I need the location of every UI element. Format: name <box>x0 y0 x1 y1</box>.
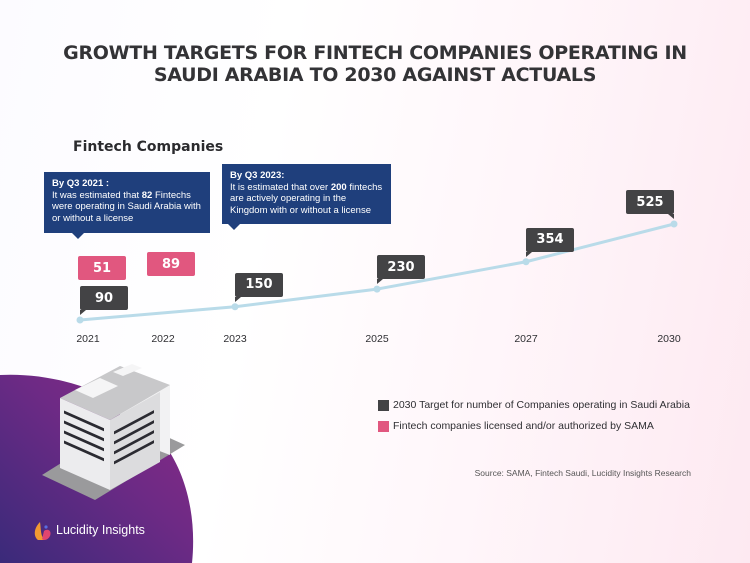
legend-label: Fintech companies licensed and/or author… <box>393 420 654 432</box>
licensed-label-2022: 89 <box>147 252 195 276</box>
label-pointer <box>80 310 86 315</box>
chart-title: GROWTH TARGETS FOR FINTECH COMPANIES OPE… <box>0 42 750 86</box>
x-tick-2027: 2027 <box>514 333 538 345</box>
callout-heading: By Q3 2021 : <box>52 178 110 189</box>
data-point-2027 <box>522 258 530 266</box>
x-tick-2025: 2025 <box>365 333 389 345</box>
x-tick-2023: 2023 <box>223 333 247 345</box>
callout-2021: By Q3 2021 : It was estimated that 82 Fi… <box>44 172 210 239</box>
callout-pointer <box>72 233 84 239</box>
label-pointer <box>377 279 383 285</box>
licensed-label-2021: 51 <box>78 256 126 280</box>
callout-text: It was estimated that 82 Fintechs were o… <box>52 190 202 225</box>
data-point-2023 <box>231 303 239 311</box>
target-label-2030: 525 <box>626 190 674 219</box>
callout-highlight: 82 <box>141 189 153 201</box>
legend-swatch-dark <box>378 399 389 411</box>
target-label-2027: 354 <box>526 227 574 257</box>
callout-text: It is estimated that over 200 fintechs a… <box>230 182 383 217</box>
callout-highlight: 200 <box>330 181 347 193</box>
x-tick-2022: 2022 <box>151 333 175 345</box>
target-label-2021: 90 <box>80 286 128 315</box>
building-illustration <box>42 364 185 500</box>
brand: Lucidity Insights <box>56 523 145 537</box>
legend-label: 2030 Target for number of Companies oper… <box>393 399 690 411</box>
callout-text-pre: It was estimated that <box>52 189 142 201</box>
callout-2023: By Q3 2023: It is estimated that over 20… <box>222 164 391 230</box>
x-tick-2021: 2021 <box>76 333 100 345</box>
legend-item-licensed: Fintech companies licensed and/or author… <box>378 420 654 432</box>
callout-heading: By Q3 2023: <box>230 170 285 181</box>
label-pointer <box>668 214 674 219</box>
callout-text-post: Fintechs were operating in Saudi Arabia … <box>52 189 201 224</box>
data-point-2025 <box>373 285 381 293</box>
brand-name: Lucidity Insights <box>56 523 145 537</box>
label-pointer <box>235 296 241 302</box>
source-note: Source: SAMA, Fintech Saudi, Lucidity In… <box>474 468 691 478</box>
callout-text-pre: It is estimated that over <box>230 181 331 193</box>
data-point-2021 <box>76 316 84 324</box>
chart-subtitle: Fintech Companies <box>73 139 224 155</box>
callout-pointer <box>228 224 240 230</box>
target-label-2025: 230 <box>377 255 425 285</box>
legend-swatch-pink <box>378 420 389 432</box>
x-tick-2030: 2030 <box>657 333 681 345</box>
title-line-2: SAUDI ARABIA TO 2030 AGAINST ACTUALS <box>153 64 597 86</box>
legend-item-target: 2030 Target for number of Companies oper… <box>378 399 690 411</box>
callout-text-post: fintechs are actively operating in the K… <box>230 181 383 216</box>
target-label-2023: 150 <box>235 272 283 302</box>
data-point-2030 <box>670 220 678 228</box>
lucidity-logo-icon <box>34 522 51 540</box>
title-line-1: GROWTH TARGETS FOR FINTECH COMPANIES OPE… <box>63 42 687 64</box>
label-pointer <box>526 251 532 257</box>
